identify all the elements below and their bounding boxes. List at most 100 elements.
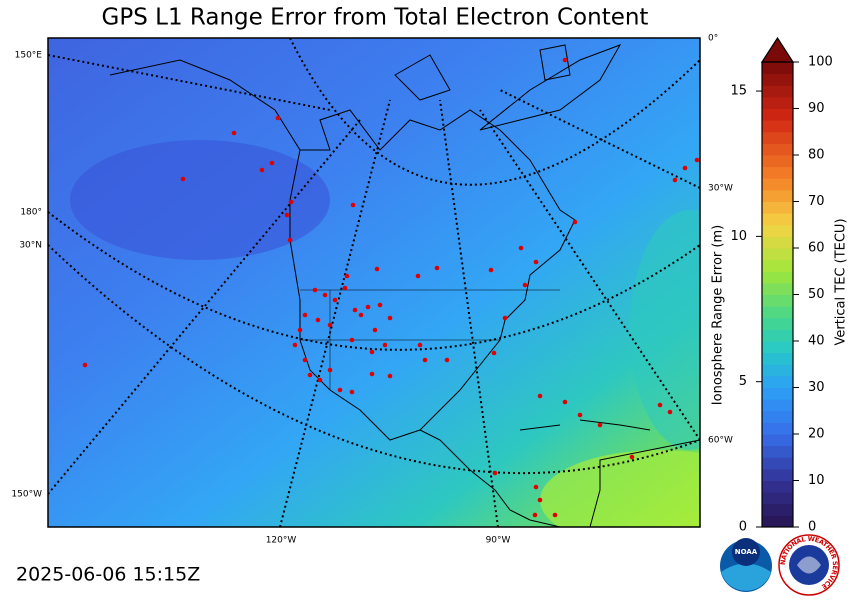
color-band: [762, 259, 793, 272]
lat-label: 30°N: [19, 241, 42, 251]
map: [48, 38, 700, 527]
left-tick-label: 5: [739, 374, 747, 389]
station: [259, 167, 265, 173]
color-band: [762, 189, 793, 202]
color-band: [762, 399, 793, 412]
right-tick-label: 70: [808, 194, 825, 209]
color-band: [762, 85, 793, 98]
station: [387, 373, 393, 379]
station: [537, 393, 543, 399]
right-tick-label: 40: [808, 334, 825, 349]
station: [307, 372, 313, 378]
color-band: [762, 282, 793, 295]
station: [372, 327, 378, 333]
station: [682, 165, 688, 171]
color-band: [762, 224, 793, 237]
lon-label: 90°W: [486, 536, 511, 546]
color-band: [762, 387, 793, 400]
color-band: [762, 375, 793, 388]
color-band: [762, 410, 793, 423]
station: [422, 357, 428, 363]
station: [492, 470, 498, 476]
lon-label: 180°: [20, 208, 42, 218]
station: [502, 315, 508, 321]
right-tick-label: 80: [808, 148, 825, 163]
station: [444, 357, 450, 363]
color-band: [762, 108, 793, 121]
tec-high: [540, 450, 700, 527]
right-tick-label: 100: [808, 55, 833, 70]
map-frame: [47, 37, 701, 528]
color-band: [762, 248, 793, 261]
station: [629, 454, 635, 460]
station: [532, 512, 538, 518]
station: [533, 259, 539, 265]
color-band: [762, 480, 793, 493]
station: [657, 402, 663, 408]
station: [369, 349, 375, 355]
station: [349, 389, 355, 395]
color-band: [762, 62, 793, 75]
graticule: [48, 38, 700, 527]
color-band: [762, 317, 793, 330]
station: [694, 157, 700, 163]
station: [337, 387, 343, 393]
station: [180, 176, 186, 182]
tec-field: [48, 38, 700, 527]
timestamp: 2025-06-06 15:15Z: [16, 564, 200, 586]
color-band: [762, 213, 793, 226]
station: [315, 317, 321, 323]
lon-label: 120°W: [266, 536, 297, 546]
lon-label: 150°E: [15, 51, 43, 61]
station: [672, 177, 678, 183]
station: [382, 342, 388, 348]
station: [288, 199, 294, 205]
station: [302, 312, 308, 318]
station: [327, 322, 333, 328]
station: [577, 412, 583, 418]
left-axis-label: Ionosphere Range Error (m): [711, 225, 726, 405]
station: [302, 357, 308, 363]
station: [317, 377, 323, 383]
station: [374, 266, 380, 272]
station: [491, 350, 497, 356]
lon-label: 30°W: [708, 184, 733, 194]
station: [297, 327, 303, 333]
color-band: [762, 178, 793, 191]
right-tick-label: 20: [808, 427, 825, 442]
station: [597, 422, 603, 428]
station: [415, 273, 421, 279]
station: [522, 282, 528, 288]
color-band: [762, 329, 793, 342]
noaa-logo: NOAA: [720, 538, 772, 592]
station: [365, 304, 371, 310]
title: GPS L1 Range Error from Total Electron C…: [102, 5, 649, 31]
extend-arrow: [760, 36, 795, 63]
color-band: [762, 352, 793, 365]
right-tick-label: 30: [808, 380, 825, 395]
station: [562, 57, 568, 63]
station: [322, 292, 328, 298]
nws-logo: NATIONAL WEATHER SERVICE: [778, 534, 840, 596]
color-band: [762, 236, 793, 249]
stations: [82, 57, 700, 518]
color-band: [762, 503, 793, 516]
left-tick-label: 10: [730, 229, 747, 244]
station: [332, 297, 338, 303]
left-tick-label: 15: [730, 84, 747, 99]
color-band: [762, 422, 793, 435]
station: [358, 312, 364, 318]
color-band: [762, 341, 793, 354]
color-band: [762, 492, 793, 505]
station: [269, 160, 275, 166]
station: [387, 315, 393, 321]
graticule-labels: 150°E 180° 30°N 150°W 0° 30°W 60°W 120°W…: [11, 34, 733, 546]
station: [287, 237, 293, 243]
station: [417, 342, 423, 348]
color-band: [762, 271, 793, 284]
colorbar: 0 10 20 30 40 50 60 70 80 90 100 0 5 10 15: [730, 36, 833, 535]
color-band: [762, 120, 793, 133]
color-band: [762, 306, 793, 319]
station: [82, 362, 88, 368]
